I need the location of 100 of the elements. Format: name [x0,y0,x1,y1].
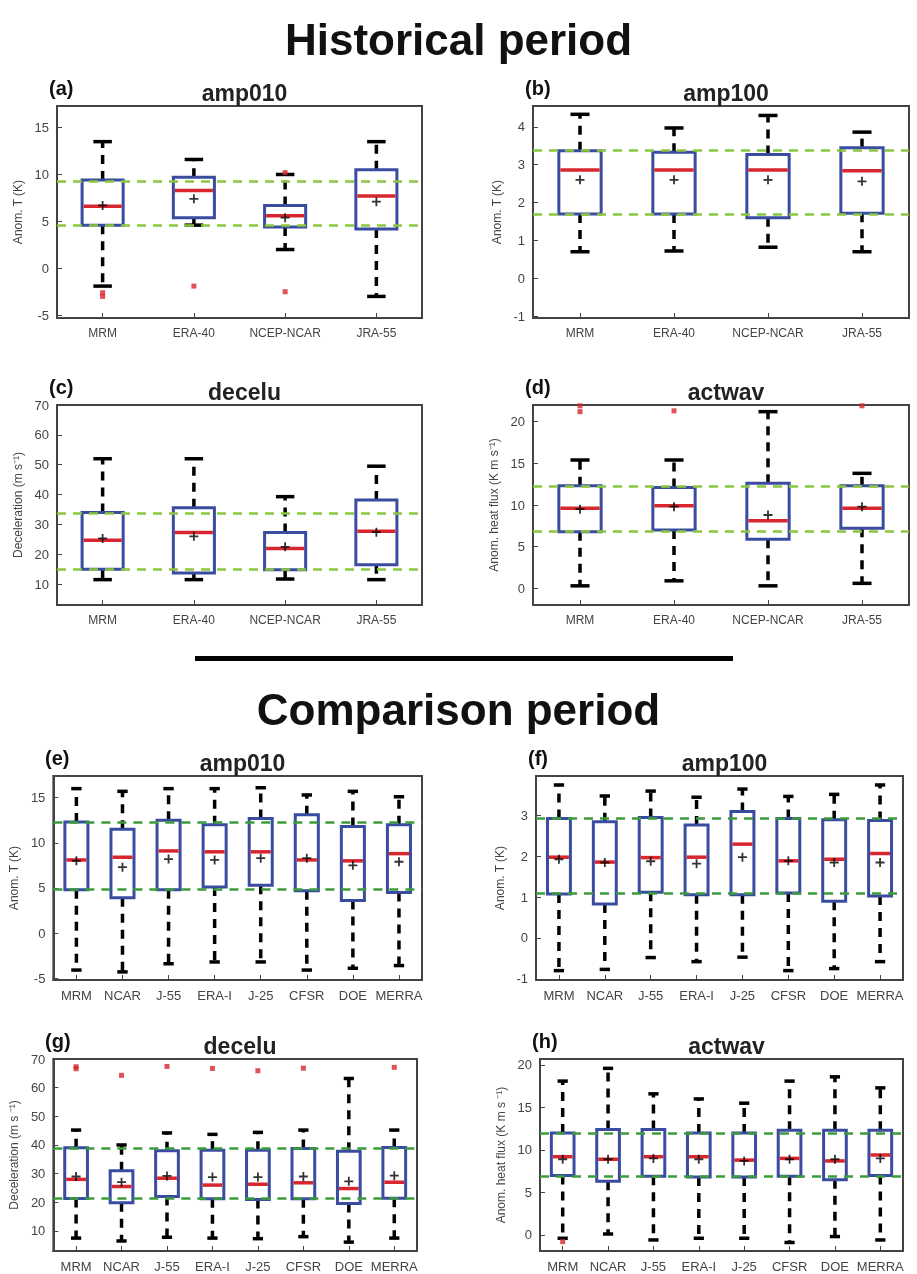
x-tick-label: J-25 [729,988,756,1003]
y-tick-label: 15 [517,1099,532,1115]
x-tick-label: NCEP-NCAR [249,326,322,340]
x-tick-label: DOE [820,1259,850,1274]
text: (f) [528,747,548,769]
x-tick-label: J-55 [155,988,182,1003]
y-tick-label: 30 [30,1166,46,1182]
x-tick-label: CFSR [285,1259,322,1274]
y-tick-label: 20 [517,1057,532,1073]
x-tick-label: MERRA [856,988,904,1003]
x-tick-label: CFSR [289,988,325,1003]
x-tick-label: CFSR [770,988,807,1003]
y-axis-title: Anom. T (K) [7,845,21,911]
x-tick-label: NCAR [589,1259,627,1274]
y-axis-title: Anom. heat flux (K m s ⁻¹) [493,1086,508,1224]
y-tick-label: 20 [34,546,49,562]
text: (d) [525,376,551,398]
text: (g) [45,1030,71,1052]
y-tick-label: 4 [517,119,525,135]
y-tick-label: 0 [517,580,525,596]
y-tick-label: 15 [34,120,49,136]
x-tick-label: JRA-55 [841,613,883,627]
y-tick-label: 0 [517,270,525,286]
y-tick-label: 10 [510,497,525,513]
y-tick-label: 50 [34,457,49,473]
y-axis-title: Anom. T (K) [489,179,504,245]
x-tick-label: J-25 [731,1259,757,1274]
x-tick-label: MERRA [856,1259,905,1274]
y-tick-label: 20 [510,414,525,430]
x-tick-label: NCEP-NCAR [732,613,804,627]
chart-title: actwav [688,1032,766,1059]
chart-title: decelu [203,1032,277,1059]
y-tick-label: 0 [520,930,528,946]
y-tick-label: 70 [34,397,49,413]
y-tick-label: 70 [30,1051,46,1067]
y-tick-label: 5 [38,880,46,896]
y-tick-label: 5 [41,213,49,229]
y-tick-label: 40 [30,1137,46,1153]
x-tick-label: ERA-40 [652,326,696,340]
y-tick-label: -1 [513,308,525,324]
y-tick-label: 30 [34,516,49,532]
x-tick-label: DOE [338,988,368,1003]
x-tick-label: NCAR [103,1259,140,1274]
y-tick-label: -5 [37,307,49,323]
y-tick-label: 10 [34,166,49,182]
x-tick-label: ERA-40 [172,613,216,627]
y-tick-label: 3 [520,808,528,824]
x-tick-label: MRM [547,1259,579,1274]
y-tick-label: 10 [517,1142,532,1158]
y-tick-label: 1 [517,232,525,248]
x-tick-label: J-25 [245,1259,271,1274]
y-tick-label: 60 [30,1080,46,1096]
x-tick-label: J-55 [154,1259,180,1274]
chart-title: decelu [208,378,281,405]
x-tick-label: NCAR [104,988,141,1003]
x-tick-label: MRM [60,988,92,1003]
text: (e) [45,747,70,769]
y-axis-title: Anom. T (K) [10,179,25,245]
y-tick-label: 0 [41,260,49,276]
x-tick-label: ERA-40 [172,326,216,340]
x-tick-label: J-55 [640,1259,667,1274]
chart-title: amp010 [199,749,286,776]
x-tick-label: JRA-55 [356,613,397,627]
y-tick-label: 1 [520,889,528,905]
y-tick-label: -5 [33,970,46,986]
y-axis-title: Anom. T (K) [492,845,507,911]
text: (c) [49,376,74,398]
x-tick-label: ERA-I [681,1259,717,1274]
text: (b) [525,77,551,99]
x-tick-label: NCEP-NCAR [249,613,322,627]
x-tick-label: J-25 [248,988,274,1003]
y-tick-label: 50 [30,1108,46,1124]
y-tick-label: 3 [517,157,525,173]
x-tick-label: MERRA [375,988,423,1003]
text: (a) [49,77,74,99]
x-tick-label: ERA-I [197,988,232,1003]
y-axis-title: Deceleration (m s⁻¹) [10,451,25,559]
x-tick-label: MRM [88,326,117,340]
chart-title: actwav [687,378,765,405]
x-tick-label: J-55 [638,988,664,1003]
y-tick-label: 20 [30,1194,46,1210]
x-tick-label: MRM [565,613,595,627]
text: Comparison period [255,684,662,736]
chart-title: amp100 [681,749,768,776]
y-tick-label: 15 [30,790,46,806]
x-tick-label: JRA-55 [356,326,397,340]
y-tick-label: 5 [524,1184,532,1200]
x-tick-label: NCEP-NCAR [732,326,804,340]
y-tick-label: 0 [38,925,46,941]
x-tick-label: MRM [88,613,117,627]
y-tick-label: -1 [516,971,528,987]
y-tick-label: 10 [30,835,46,851]
y-tick-label: 60 [34,427,49,443]
y-axis-title: Anom. heat flux (K m s⁻¹) [486,438,501,572]
x-tick-label: DOE [334,1259,364,1274]
y-tick-label: 40 [34,487,49,503]
chart-title: amp010 [201,79,288,106]
x-tick-label: MRM [60,1259,92,1274]
x-tick-label: ERA-I [195,1259,230,1274]
text: Historical period [283,14,634,66]
